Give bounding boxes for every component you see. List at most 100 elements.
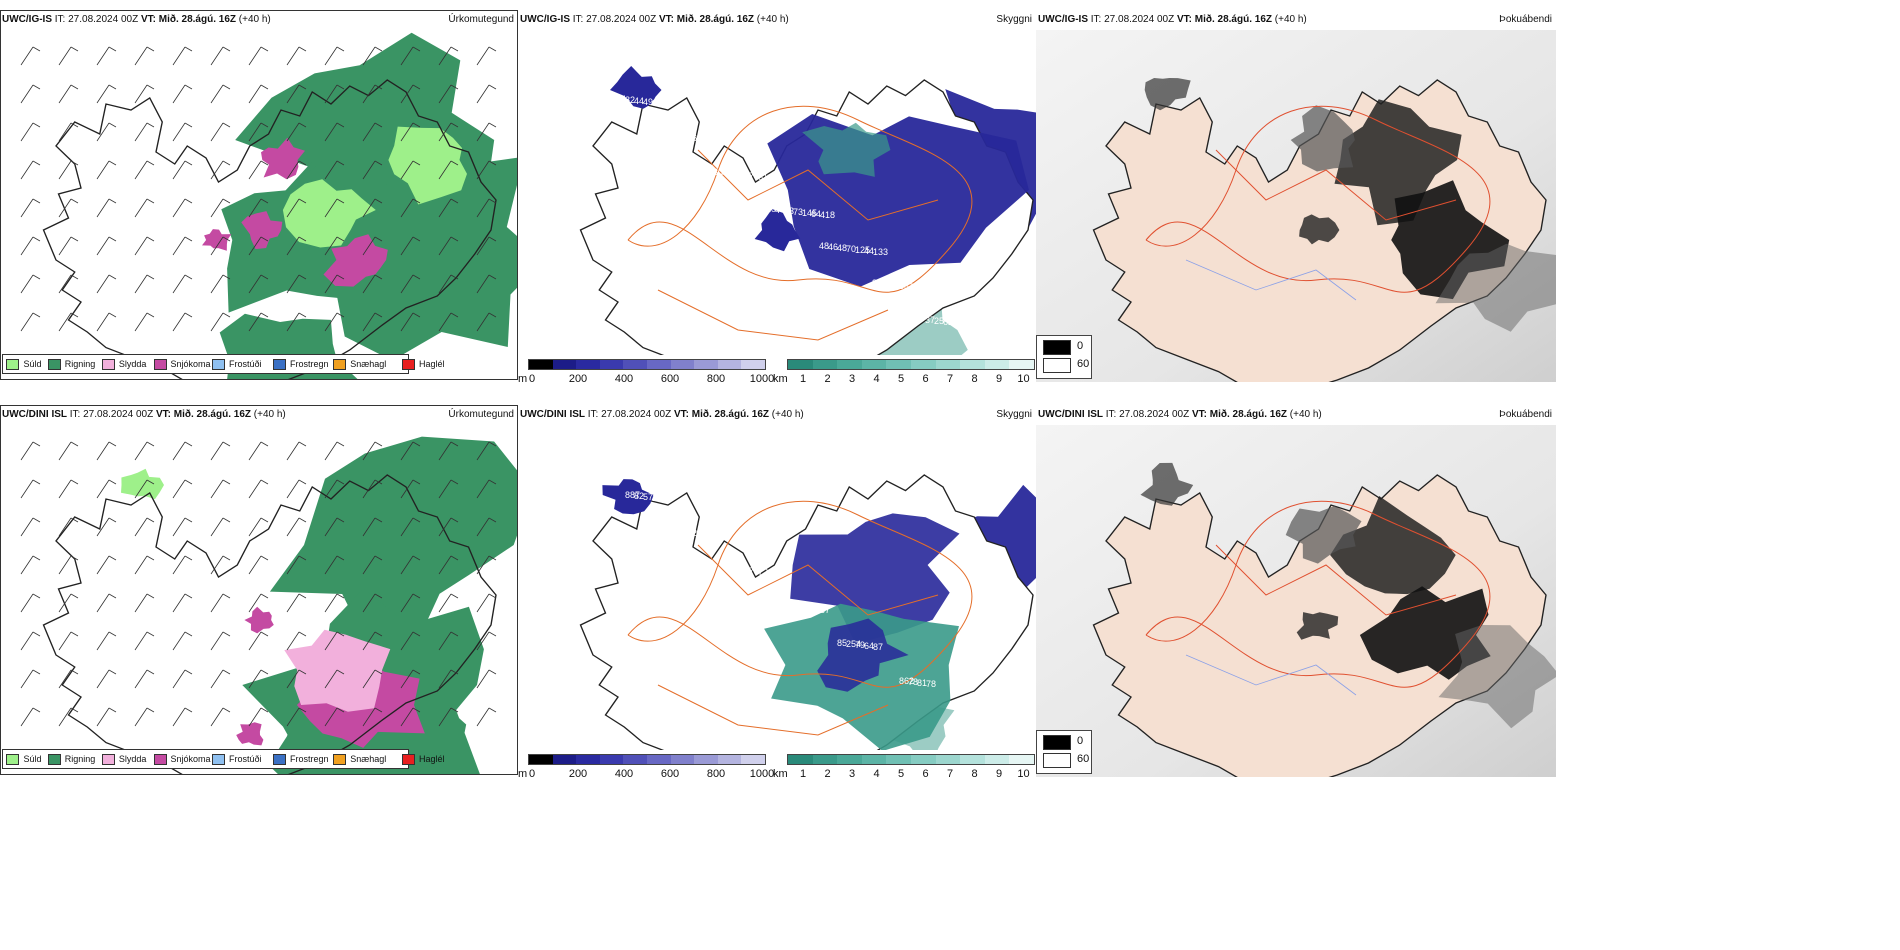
it-label: IT: — [69, 409, 81, 420]
visibility-tick: 5 — [897, 768, 905, 780]
visibility-value-label: 70 — [846, 244, 856, 254]
colorbar-step — [861, 360, 887, 369]
visibility-tick: 7 — [946, 768, 954, 780]
colorbar-step — [886, 755, 911, 764]
legend-swatch — [47, 754, 61, 766]
visibility-value-label: 887 — [625, 490, 640, 500]
height-tick: 0 — [528, 768, 536, 780]
vt-label: VT: — [140, 14, 156, 25]
model-name: UWC/DINI ISL — [1038, 409, 1103, 420]
visibility-tick: 4 — [873, 373, 880, 385]
vt-label: VT: — [658, 14, 674, 25]
visibility-value-label: 479 — [952, 713, 967, 723]
colorbar-step — [788, 755, 813, 764]
fog-indicator-map — [1036, 30, 1556, 382]
colorbar-step — [910, 755, 936, 764]
panel-type-label: Þokuábendi — [1499, 14, 1552, 25]
colorbar-step — [960, 360, 985, 369]
visibility-value-label: 43 — [784, 206, 794, 216]
visibility-value-label: 131 — [660, 130, 675, 140]
precip-legend-item: Slydda — [101, 750, 146, 768]
legend-swatch — [6, 359, 20, 371]
colorbar-step — [552, 755, 577, 764]
height-tick: 200 — [568, 373, 588, 385]
colorbar-step — [1009, 360, 1034, 369]
fog-legend: 0 60 — [1036, 335, 1092, 379]
visibility-value-label: 48 — [837, 243, 847, 253]
legend-label: Slydda — [118, 359, 147, 369]
visibility-unit: km — [773, 373, 788, 385]
it-label: IT: — [1105, 409, 1117, 420]
visibility-value-label: 62 — [943, 317, 953, 327]
it-value: 27.08.2024 00Z — [1104, 14, 1175, 25]
precip-legend-item: Frostregn — [273, 355, 329, 373]
vt-value: Mið. 28.ágú. 16Z — [691, 409, 769, 420]
legend-swatch — [402, 754, 416, 766]
panel-title: UWC/DINI ISL IT: 27.08.2024 00Z VT: Mið.… — [1036, 405, 1556, 425]
panel-frame — [0, 10, 518, 380]
visibility-value-label: 82 — [625, 95, 635, 105]
visibility-tick: 2 — [824, 373, 831, 385]
visibility-value-label: 56 — [687, 133, 697, 143]
visibility-tick: 1 — [799, 373, 807, 385]
vt-label: VT: — [155, 409, 171, 420]
it-value: 27.08.2024 00Z — [601, 409, 672, 420]
visibility-value-label: 44 — [864, 246, 874, 256]
height-tick: 800 — [706, 373, 726, 385]
visibility-value-label: 57 — [820, 605, 830, 615]
fog-legend-value: 60 — [1077, 753, 1090, 765]
visibility-tick: 5 — [897, 373, 905, 385]
height-tick: 400 — [614, 768, 634, 780]
visibility-value-label: 145 — [802, 208, 817, 218]
colorbar-step — [935, 755, 961, 764]
visibility-value-label: 60 — [696, 529, 706, 539]
visibility-tick: 6 — [922, 373, 929, 385]
visibility-tick: 9 — [995, 373, 1003, 385]
legend-label: Rigning — [64, 754, 96, 764]
visibility-value-label: 86 — [987, 93, 997, 103]
visibility-value-label: 73 — [793, 207, 803, 217]
colorbar-step — [741, 360, 765, 369]
visibility-value-label: 64 — [731, 169, 741, 179]
fog-legend-swatch-dark — [1043, 340, 1071, 355]
colorbar-step — [646, 360, 671, 369]
visibility-value-label: 46 — [767, 568, 777, 578]
visibility-value-label: 38 — [793, 602, 803, 612]
colorbar-step — [529, 755, 553, 764]
it-label: IT: — [54, 14, 66, 25]
fog-legend-swatch-dark — [1043, 735, 1071, 750]
vt-value: Mið. 28.ágú. 16Z — [158, 14, 236, 25]
it-value: 27.08.2024 00Z — [68, 14, 139, 25]
vt-value: Mið. 28.ágú. 16Z — [676, 14, 754, 25]
fog-legend-value: 60 — [1077, 358, 1090, 370]
visibility-value-label: 46 — [828, 242, 838, 252]
visibility-value-label: 105 — [669, 131, 684, 141]
vt-value: Mið. 28.ágú. 16Z — [173, 409, 251, 420]
vt-label: VT: — [1191, 409, 1207, 420]
visibility-panel: UWC/IG-IS IT: 27.08.2024 00Z VT: Mið. 28… — [518, 10, 1036, 385]
it-value: 27.08.2024 00Z — [586, 14, 657, 25]
visibility-value-label: 81 — [917, 678, 927, 688]
model-name: UWC/IG-IS — [520, 14, 570, 25]
visibility-value-label: 61 — [758, 172, 768, 182]
precip-type-map — [1, 425, 517, 774]
visibility-value-label: 63 — [899, 281, 909, 291]
visibility-value-label: 418 — [820, 210, 835, 220]
visibility-panel: UWC/DINI ISL IT: 27.08.2024 00Z VT: Mið.… — [518, 405, 1036, 780]
height-colorbar: m 0 200 400 600 800 1000 — [518, 359, 774, 389]
fog-legend: 0 60 — [1036, 730, 1092, 774]
legend-swatch — [153, 754, 167, 766]
visibility-value-label: 40 — [881, 279, 891, 289]
colorbar-step — [529, 360, 553, 369]
visibility-value-label: 64 — [811, 209, 821, 219]
legend-swatch — [333, 754, 347, 766]
visibility-value-label: 48 — [819, 241, 829, 251]
it-label: IT: — [572, 14, 584, 25]
legend-label: Frostúði — [228, 359, 262, 369]
height-tick: 400 — [614, 373, 634, 385]
panel-title: UWC/IG-IS IT: 27.08.2024 00Z VT: Mið. 28… — [1036, 10, 1556, 30]
colorbar-step — [886, 360, 911, 369]
visibility-colorbar: km 1 2 3 4 5 6 7 8 9 10 — [773, 359, 1035, 389]
panel-title: UWC/DINI ISL IT: 27.08.2024 00Z VT: Mið.… — [518, 405, 1036, 425]
visibility-value-label: 306 — [713, 167, 728, 177]
